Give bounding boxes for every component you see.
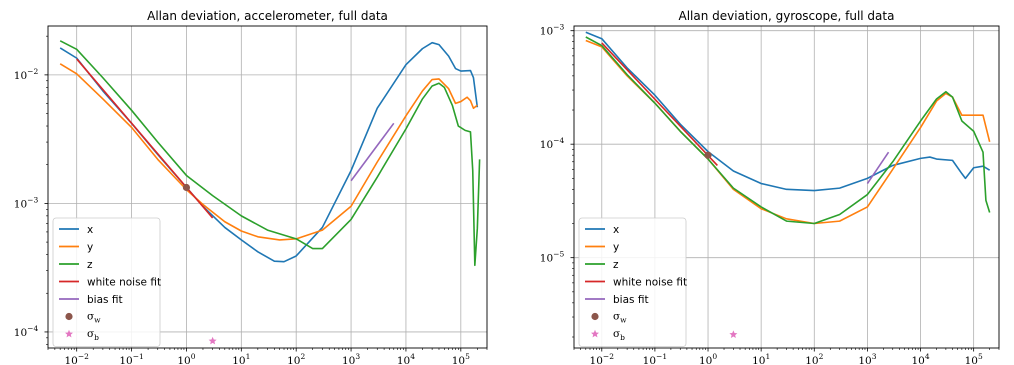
legend: xyz white noise fit bias fit σw σb — [578, 217, 687, 347]
series-line-white-noise-fit — [76, 58, 214, 219]
y-tick-label: 10−5 — [540, 250, 565, 265]
legend-label-bias-fit: bias fit — [613, 294, 649, 306]
series-line-x — [585, 31, 991, 192]
x-tick-label: 102 — [287, 352, 305, 365]
chart-title: Allan deviation, gyroscope, full data — [679, 9, 895, 23]
legend-label-b: σb — [87, 328, 99, 342]
series-line-y — [59, 63, 478, 241]
x-tick-label: 104 — [397, 352, 415, 365]
legend-label-white-noise-fit: white noise fit — [613, 277, 687, 289]
legend-label-y: y — [87, 242, 93, 254]
x-tick-label: 101 — [232, 352, 250, 365]
legend-swatch-sigma-w — [591, 312, 599, 321]
x-tick-label: 105 — [965, 352, 983, 365]
legend-label-y: y — [613, 242, 619, 254]
legend-swatch-sigma-b — [591, 329, 599, 338]
y-tick-label: 10−3 — [540, 23, 565, 38]
x-tick-label: 101 — [752, 352, 770, 365]
x-tick-label: 102 — [805, 352, 823, 365]
legend-label-bias-fit: bias fit — [87, 294, 123, 306]
x-tick-label: 105 — [452, 352, 470, 365]
legend-label-white-noise-fit: white noise fit — [87, 277, 161, 289]
legend-label-z: z — [613, 259, 619, 271]
x-tick-label: 10−1 — [643, 352, 667, 365]
x-tick-label: 10−2 — [590, 352, 615, 365]
chart-title: Allan deviation, accelerometer, full dat… — [147, 9, 388, 23]
x-tick-label: 103 — [858, 352, 876, 365]
series-line-white-noise-fit — [601, 42, 718, 166]
marker-sigma-w — [704, 151, 712, 159]
chart-panel-1: 10−2 10−1 100 101 102 103 104 105 10−4 10−3 10−2 Al… — [14, 9, 488, 365]
legend-label-w: σw — [87, 311, 101, 325]
chart-panel-2: 10−2 10−1 100 101 102 103 104 105 10−5 10−4 10−3 Al… — [540, 9, 1000, 365]
series-line-y — [585, 39, 991, 225]
legend-swatch-sigma-b — [65, 329, 73, 338]
legend-label-x: x — [613, 224, 619, 236]
marker-sigma-w — [182, 183, 191, 192]
grid — [574, 26, 999, 348]
plot-area — [59, 40, 481, 345]
legend-frame — [52, 217, 161, 347]
legend-swatch-sigma-w — [65, 312, 73, 321]
series-line-bias-fit — [866, 151, 890, 184]
y-tick-label: 10−4 — [14, 324, 39, 339]
x-tick-label: 100 — [699, 352, 717, 365]
marker-sigma-b — [208, 336, 217, 345]
legend-label-z: z — [87, 259, 93, 271]
legend-label-w: σw — [613, 311, 627, 325]
series-line-bias-fit — [350, 122, 395, 182]
legend-frame — [578, 217, 687, 347]
marker-sigma-b — [729, 330, 738, 338]
y-tick-label: 10−4 — [540, 136, 565, 151]
legend: xyz white noise fit bias fit σw σb — [52, 217, 161, 347]
y-tick-label: 10−3 — [14, 195, 39, 210]
axes-frame — [573, 25, 1000, 349]
legend-label-x: x — [87, 224, 93, 236]
x-tick-label: 100 — [177, 352, 195, 365]
series-line-z — [59, 40, 481, 267]
x-tick-label: 103 — [342, 352, 360, 365]
axes-frame — [47, 25, 488, 349]
x-tick-label: 10−1 — [119, 352, 143, 365]
x-tick-label: 10−2 — [64, 352, 89, 365]
x-tick-label: 104 — [911, 352, 929, 365]
y-tick-label: 10−2 — [14, 67, 39, 82]
series-line-z — [585, 36, 991, 225]
plot-area — [585, 31, 991, 338]
legend-label-b: σb — [613, 328, 625, 342]
